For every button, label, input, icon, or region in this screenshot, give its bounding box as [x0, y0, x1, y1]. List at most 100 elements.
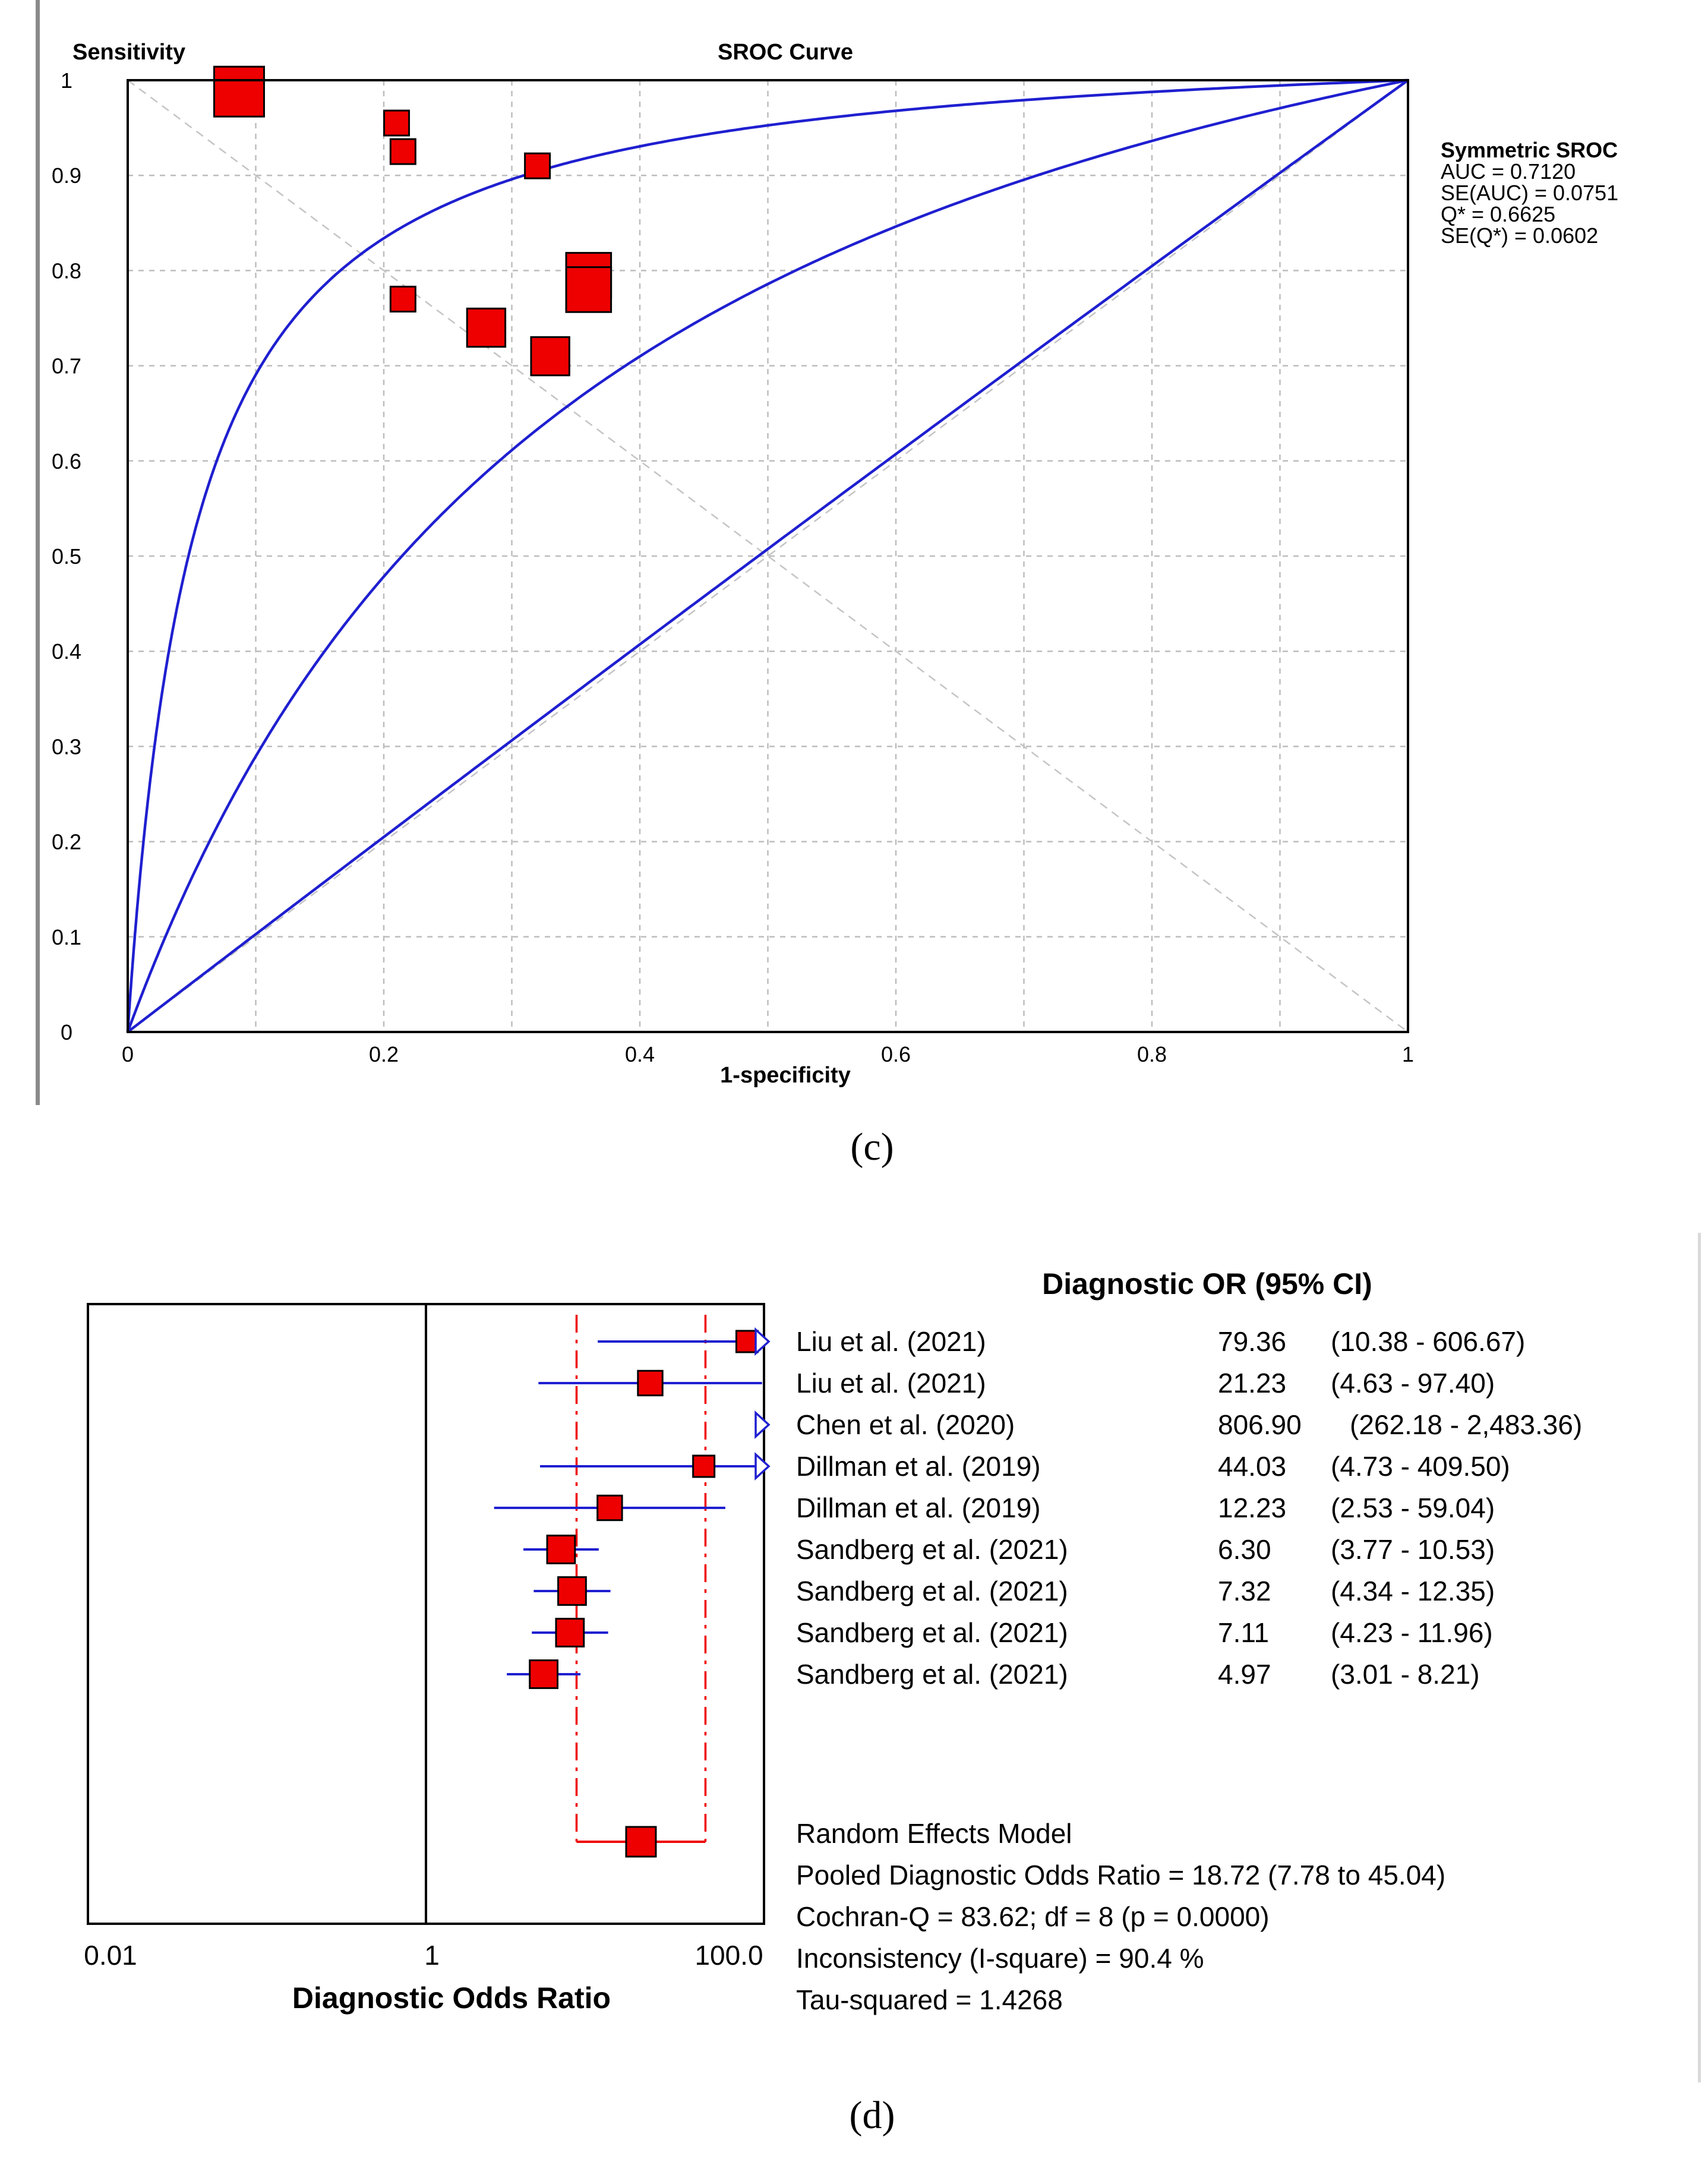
- forest-x-tick-label: 0.01: [84, 1940, 137, 1971]
- forest-plot: 0.01 1 100.0 Diagnostic Odds Ratio Diagn…: [84, 1233, 1701, 2137]
- summary-model: Random Effects Model: [796, 1818, 1072, 1849]
- sroc-x-tick-label: 1: [1402, 1042, 1414, 1066]
- sroc-x-ticks: 0 0.2 0.4 0.6 0.8 1: [122, 1042, 1414, 1066]
- study-name: Sandberg et al. (2021): [796, 1576, 1068, 1606]
- study-or-value: 44.03: [1218, 1451, 1286, 1482]
- study-name: Liu et al. (2021): [796, 1368, 986, 1399]
- forest-summary: Random Effects Model Pooled Diagnostic O…: [796, 1818, 1445, 2015]
- study-ci-value: (4.63 - 97.40): [1331, 1368, 1495, 1399]
- study-or-value: 806.90: [1218, 1409, 1302, 1440]
- study-point-square: [596, 1494, 623, 1522]
- study-or-value: 7.32: [1218, 1576, 1271, 1606]
- forest-study-table: Liu et al. (2021) 79.36 (10.38 - 606.67) Li…: [796, 1326, 1582, 1690]
- study-or-value: 79.36: [1218, 1326, 1286, 1357]
- sroc-grid: [128, 80, 1408, 1032]
- annotation-heading: Symmetric SROC: [1441, 138, 1618, 162]
- forest-x-axis-label: Diagnostic Odds Ratio: [292, 1981, 611, 2015]
- sroc-x-tick-label: 0.2: [369, 1042, 399, 1066]
- study-ci-value: (2.53 - 59.04): [1331, 1492, 1495, 1523]
- left-edge-bar: [36, 0, 40, 1105]
- sroc-x-axis-label: 1-specificity: [720, 1063, 851, 1088]
- forest-x-tick-label: 1: [424, 1940, 440, 1971]
- sroc-x-tick-label: 0: [122, 1042, 134, 1066]
- forest-pooled-mark: [625, 1826, 657, 1858]
- summary-cochran: Cochran-Q = 83.62; df = 8 (p = 0.0000): [796, 1901, 1270, 1932]
- study-or-value: 4.97: [1218, 1659, 1271, 1690]
- study-ci-arrow: [754, 1410, 771, 1439]
- sroc-y-tick-label: 0.3: [52, 734, 81, 759]
- sroc-x-tick-label: 0.4: [625, 1042, 655, 1066]
- sroc-study-point: [389, 138, 416, 165]
- sroc-y-tick-label: 0: [61, 1020, 72, 1044]
- study-or-value: 6.30: [1218, 1534, 1271, 1565]
- pooled-estimate-square: [625, 1826, 657, 1858]
- right-edge-bar: [1698, 1233, 1701, 2082]
- forest-x-tick-label: 100.0: [694, 1940, 763, 1971]
- study-or-value: 21.23: [1218, 1368, 1286, 1399]
- sroc-y-tick-label: 0.7: [52, 354, 81, 378]
- sroc-curve: [126, 78, 1409, 1032]
- sroc-study-point: [389, 285, 416, 313]
- sroc-y-tick-label: 0.8: [52, 258, 81, 283]
- sroc-curve: [126, 78, 1409, 1033]
- sroc-y-ticks: 0 0.1 0.2 0.3 0.4 0.5 0.6 0.7 0.8 0.9 1: [52, 68, 81, 1044]
- study-ci-arrow: [754, 1452, 771, 1481]
- sroc-x-tick-label: 0.8: [1137, 1042, 1167, 1066]
- sroc-study-point: [466, 307, 507, 348]
- study-ci-value: (10.38 - 606.67): [1331, 1326, 1525, 1357]
- annotation-se-q-star: SE(Q*) = 0.0602: [1441, 223, 1598, 248]
- summary-pooled: Pooled Diagnostic Odds Ratio = 18.72 (7.…: [796, 1860, 1445, 1890]
- study-point-square: [692, 1454, 716, 1478]
- sroc-study-point: [383, 109, 411, 137]
- study-name: Sandberg et al. (2021): [796, 1534, 1068, 1565]
- sroc-annotation: Symmetric SROC AUC = 0.7120 SE(AUC) = 0.…: [1441, 138, 1618, 248]
- sroc-plot-frame: [127, 79, 1409, 1033]
- forest-study-marks: [494, 1327, 771, 1689]
- sroc-curves: [126, 78, 1409, 1034]
- caption-c: (c): [850, 1125, 894, 1169]
- sroc-y-axis-label: Sensitivity: [72, 40, 185, 65]
- sroc-chance-diagonal: [127, 79, 1409, 1033]
- summary-tau: Tau-squared = 1.4268: [796, 1984, 1063, 2015]
- study-ci-value: (262.18 - 2,483.36): [1350, 1409, 1582, 1440]
- forest-column-header: Diagnostic OR (95% CI): [1042, 1267, 1372, 1301]
- sroc-study-points: [213, 65, 613, 377]
- sroc-y-tick-label: 0.5: [52, 544, 81, 569]
- study-name: Dillman et al. (2019): [796, 1492, 1041, 1523]
- sroc-y-tick-label: 0.2: [52, 830, 81, 854]
- annotation-auc: AUC = 0.7120: [1441, 159, 1576, 184]
- summary-inconsistency: Inconsistency (I-square) = 90.4 %: [796, 1943, 1204, 1974]
- study-ci-value: (4.73 - 409.50): [1331, 1451, 1510, 1482]
- study-name: Sandberg et al. (2021): [796, 1617, 1068, 1648]
- sroc-chart: 0 0.2 0.4 0.6 0.8 1 0 0.1 0.2 0.3 0.4 0.5 0.6 0.7 0.8…: [36, 0, 1618, 1169]
- sroc-diagonals: [127, 79, 1409, 1033]
- study-point-square: [637, 1369, 664, 1397]
- study-point-square: [555, 1618, 585, 1647]
- study-ci-value: (4.34 - 12.35): [1331, 1576, 1495, 1606]
- annotation-q-star: Q* = 0.6625: [1441, 202, 1555, 226]
- study-ci-value: (4.23 - 11.96): [1331, 1617, 1493, 1648]
- study-point-square: [557, 1576, 587, 1606]
- sroc-y-tick-label: 0.9: [52, 163, 81, 188]
- sroc-y-tick-label: 1: [61, 68, 72, 93]
- forest-x-ticks: 0.01 1 100.0: [84, 1940, 763, 1971]
- sroc-antidiagonal: [127, 79, 1409, 1033]
- study-or-value: 12.23: [1218, 1492, 1286, 1523]
- study-point-square: [529, 1659, 559, 1689]
- sroc-x-tick-label: 0.6: [881, 1042, 911, 1066]
- study-or-value: 7.11: [1218, 1617, 1269, 1648]
- sroc-study-point: [530, 336, 570, 377]
- study-name: Chen et al. (2020): [796, 1409, 1015, 1440]
- study-point-square: [546, 1535, 576, 1564]
- sroc-curve: [127, 79, 1409, 1034]
- caption-d: (d): [850, 2094, 895, 2137]
- study-name: Dillman et al. (2019): [796, 1451, 1041, 1482]
- study-ci-arrow: [754, 1327, 771, 1356]
- sroc-y-tick-label: 0.4: [52, 639, 81, 664]
- sroc-study-point: [524, 152, 551, 179]
- study-ci-value: (3.77 - 10.53): [1331, 1534, 1495, 1565]
- sroc-study-point: [213, 65, 265, 118]
- sroc-title: SROC Curve: [718, 40, 853, 65]
- study-point-square: [735, 1330, 759, 1353]
